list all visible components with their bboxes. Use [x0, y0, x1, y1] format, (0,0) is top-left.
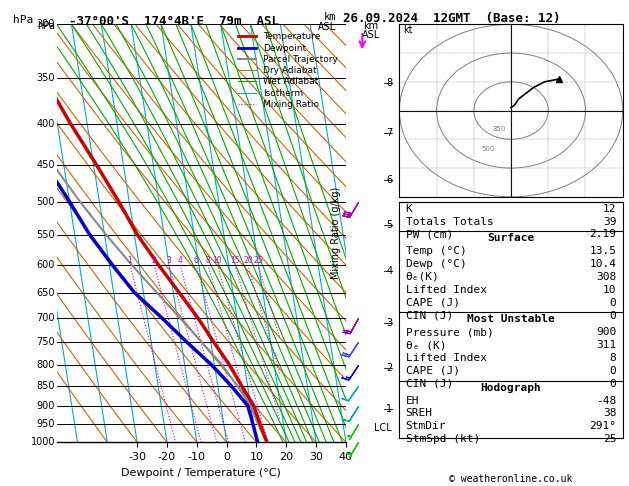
Text: 291°: 291°: [589, 421, 616, 432]
Text: Dewp (°C): Dewp (°C): [406, 259, 467, 269]
Text: StmDir: StmDir: [406, 421, 446, 432]
Text: 25: 25: [603, 434, 616, 444]
Text: 10: 10: [213, 256, 222, 265]
Text: 900: 900: [36, 400, 55, 411]
Text: -48: -48: [596, 396, 616, 406]
Text: K: K: [406, 204, 413, 214]
Text: 1: 1: [128, 256, 132, 265]
Text: 6: 6: [386, 175, 392, 185]
Text: 2: 2: [386, 363, 392, 373]
Text: CAPE (J): CAPE (J): [406, 366, 460, 376]
Text: 6: 6: [194, 256, 199, 265]
Text: 0: 0: [610, 379, 616, 389]
Text: 500: 500: [36, 197, 55, 207]
Text: Most Unstable: Most Unstable: [467, 314, 555, 325]
Text: SREH: SREH: [406, 409, 433, 418]
Text: hPa: hPa: [13, 15, 33, 25]
Text: km: km: [324, 12, 337, 22]
Text: ASL: ASL: [362, 30, 381, 39]
Text: Pressure (mb): Pressure (mb): [406, 327, 494, 337]
Text: kt: kt: [403, 25, 413, 35]
Text: 650: 650: [36, 288, 55, 298]
Text: 400: 400: [36, 119, 55, 129]
Text: 10: 10: [603, 285, 616, 295]
Text: 950: 950: [36, 419, 55, 430]
Text: km: km: [364, 21, 379, 31]
Text: 850: 850: [36, 381, 55, 391]
Legend: Temperature, Dewpoint, Parcel Trajectory, Dry Adiabat, Wet Adiabat, Isotherm, Mi: Temperature, Dewpoint, Parcel Trajectory…: [234, 29, 342, 113]
Text: CIN (J): CIN (J): [406, 311, 453, 321]
Text: CIN (J): CIN (J): [406, 379, 453, 389]
Text: Totals Totals: Totals Totals: [406, 216, 494, 226]
Text: 308: 308: [596, 272, 616, 282]
Text: 4: 4: [177, 256, 182, 265]
Text: 600: 600: [36, 260, 55, 270]
Text: EH: EH: [406, 396, 419, 406]
Text: 5: 5: [386, 220, 392, 230]
Text: 8: 8: [386, 78, 392, 88]
Text: 311: 311: [596, 340, 616, 350]
Text: 8: 8: [610, 353, 616, 363]
Text: Lifted Index: Lifted Index: [406, 285, 487, 295]
Text: Surface: Surface: [487, 233, 535, 243]
Text: θₑ (K): θₑ (K): [406, 340, 446, 350]
Text: 4: 4: [386, 266, 392, 276]
Text: 850: 850: [493, 126, 506, 132]
X-axis label: Dewpoint / Temperature (°C): Dewpoint / Temperature (°C): [121, 468, 281, 478]
Text: 25: 25: [253, 256, 263, 265]
Text: Lifted Index: Lifted Index: [406, 353, 487, 363]
Text: 900: 900: [596, 327, 616, 337]
Text: 10.4: 10.4: [589, 259, 616, 269]
Text: 26.09.2024  12GMT  (Base: 12): 26.09.2024 12GMT (Base: 12): [343, 12, 560, 25]
Text: 3: 3: [167, 256, 172, 265]
Text: LCL: LCL: [374, 423, 392, 433]
Text: θₑ(K): θₑ(K): [406, 272, 440, 282]
Text: 38: 38: [603, 409, 616, 418]
Text: 750: 750: [36, 337, 55, 347]
Text: 3: 3: [386, 318, 392, 329]
Text: 300: 300: [36, 19, 55, 29]
Text: 800: 800: [36, 360, 55, 370]
Text: © weatheronline.co.uk: © weatheronline.co.uk: [449, 473, 573, 484]
Text: 12: 12: [603, 204, 616, 214]
Text: 550: 550: [36, 230, 55, 240]
Text: 2.19: 2.19: [589, 229, 616, 240]
Text: CAPE (J): CAPE (J): [406, 298, 460, 308]
Text: 39: 39: [603, 216, 616, 226]
Text: 500: 500: [481, 146, 494, 152]
Text: 0: 0: [610, 311, 616, 321]
Text: 20: 20: [243, 256, 253, 265]
Text: 350: 350: [36, 73, 55, 83]
Text: 1: 1: [386, 404, 392, 414]
Text: 1000: 1000: [31, 437, 55, 447]
Text: StmSpd (kt): StmSpd (kt): [406, 434, 480, 444]
Text: 7: 7: [386, 128, 392, 138]
Text: hPa: hPa: [37, 21, 55, 31]
Text: 2: 2: [152, 256, 157, 265]
Text: PW (cm): PW (cm): [406, 229, 453, 240]
Text: Temp (°C): Temp (°C): [406, 246, 467, 256]
Text: 13.5: 13.5: [589, 246, 616, 256]
Text: 0: 0: [610, 366, 616, 376]
Text: 8: 8: [206, 256, 210, 265]
Text: Hodograph: Hodograph: [481, 382, 542, 393]
Text: -37°00'S  174°4B'E  79m  ASL: -37°00'S 174°4B'E 79m ASL: [69, 15, 279, 28]
Text: 700: 700: [36, 313, 55, 324]
Text: 450: 450: [36, 160, 55, 170]
Text: Mixing Ratio (g/kg): Mixing Ratio (g/kg): [331, 187, 341, 279]
Text: 15: 15: [230, 256, 240, 265]
Text: 0: 0: [610, 298, 616, 308]
Text: ASL: ASL: [318, 22, 337, 32]
